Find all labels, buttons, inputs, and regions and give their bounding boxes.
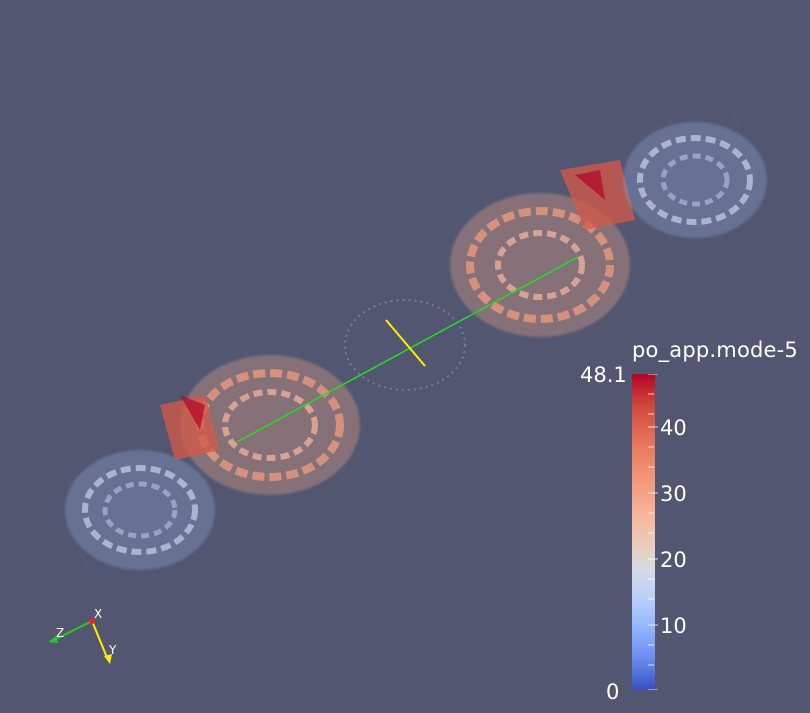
axes-triad-icon [48,618,112,664]
colorbar-min-label: 0 [606,680,620,704]
vortex-left-inner [160,355,360,495]
colorbar-ticks [648,374,658,690]
colorbar-label-10: 10 [660,614,687,638]
axis-label-x: X [94,607,103,621]
center-region [344,299,466,391]
colorbar-label-20: 20 [660,548,687,572]
axis-label-y: Y [109,643,117,657]
vortex-right-inner [450,160,635,337]
slice-plane-marker [385,319,426,367]
probe-line [236,256,579,443]
vortex-right-outer [623,122,767,238]
colorbar-gradient [632,374,655,690]
colorbar-label-30: 30 [660,482,687,506]
scalar-bar-title: po_app.mode-5 [632,338,798,362]
colorbar-label-40: 40 [660,416,687,440]
vortex-left-outer [65,450,215,570]
colorbar-max-label: 48.1 [580,363,627,387]
axis-label-z: Z [56,626,65,640]
